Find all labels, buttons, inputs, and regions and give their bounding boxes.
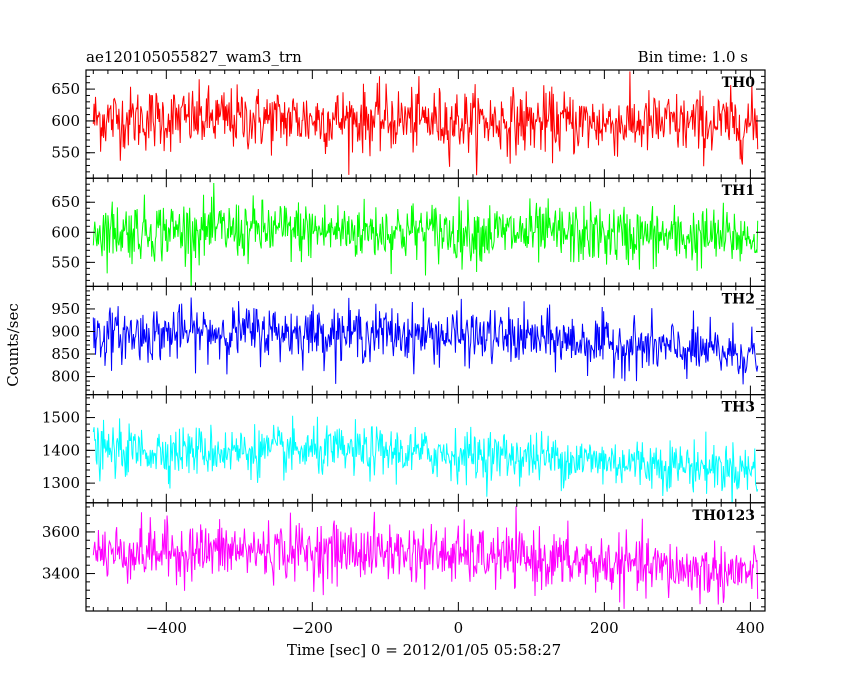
y-tick-label: 950 <box>51 300 80 318</box>
y-tick-label: 600 <box>51 223 80 241</box>
panel-th3: 1300 1400 1500 TH3 <box>42 394 766 504</box>
y-tick-label: 900 <box>51 322 80 340</box>
y-tick-label: 650 <box>51 193 80 211</box>
x-tick-label: −200 <box>292 619 333 637</box>
x-tick-label: 200 <box>590 619 619 637</box>
series-line-th2 <box>92 297 759 385</box>
series-line-th3 <box>92 415 759 503</box>
x-axis: −400 −200 0 200 400 <box>146 619 765 637</box>
series-line-th0123 <box>92 506 759 609</box>
y-tick-label: 550 <box>51 253 80 271</box>
y-tick-label: 650 <box>51 80 80 98</box>
y-tick-label: 3600 <box>42 523 80 541</box>
y-tick-label: 550 <box>51 144 80 162</box>
panel-th1: 550 600 650 TH1 <box>51 177 766 287</box>
panel-th0: 550 600 650 TH0 <box>51 69 766 179</box>
series-label: TH2 <box>722 291 755 307</box>
y-tick-label: 1500 <box>42 409 80 427</box>
panel-th0123: 3400 3600 TH0123 <box>42 502 766 612</box>
x-tick-label: 0 <box>454 619 464 637</box>
chart-title: ae120105055827_wam3_trn <box>86 48 302 66</box>
series-label: TH3 <box>722 400 755 416</box>
panel-th2: 800 850 900 950 TH2 <box>51 285 766 396</box>
y-axis-title: Counts/sec <box>4 303 22 387</box>
series-label: TH0 <box>722 75 756 91</box>
series-line-th0 <box>92 71 759 176</box>
y-tick-label: 1300 <box>42 474 80 492</box>
y-tick-label: 1400 <box>42 441 80 459</box>
bin-time-label: Bin time: 1.0 s <box>638 48 748 66</box>
y-tick-label: 600 <box>51 112 80 130</box>
x-tick-label: 400 <box>736 619 765 637</box>
series-line-th1 <box>92 183 759 287</box>
y-tick-label: 800 <box>51 368 80 386</box>
y-tick-label: 3400 <box>42 565 80 583</box>
x-tick-label: −400 <box>146 619 187 637</box>
series-label: TH1 <box>722 183 755 199</box>
panels-group: 550 600 650 TH0 550 600 650 TH1 800 850 900 950 TH2 1… <box>42 69 766 612</box>
x-axis-title: Time [sec] 0 = 2012/01/05 05:58:27 <box>287 641 561 659</box>
y-tick-label: 850 <box>51 345 80 363</box>
series-label: TH0123 <box>692 508 755 524</box>
